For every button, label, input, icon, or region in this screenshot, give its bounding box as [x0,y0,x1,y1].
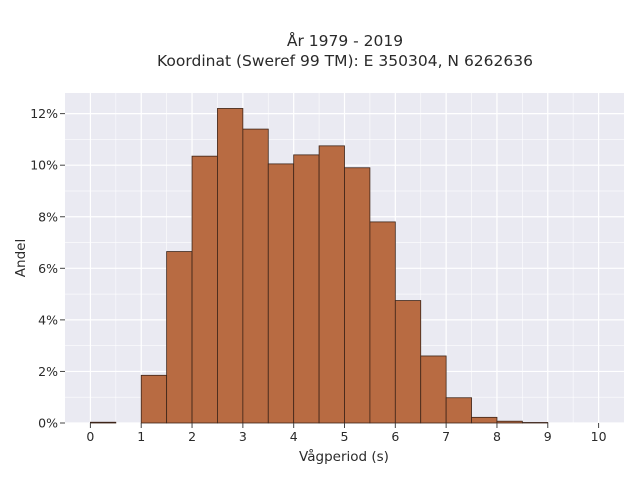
histogram-bar [242,128,269,424]
x-tick-label: 3 [239,429,247,444]
histogram-bar [166,251,193,424]
chart-title-line2: Koordinat (Sweref 99 TM): E 350304, N 62… [157,52,533,70]
histogram-bar [496,420,523,424]
y-tick-labels: 0% 2% 4% 6% 8% 10% 12% [30,106,65,431]
chart-title-line1: År 1979 - 2019 [287,31,403,50]
x-tick-label: 4 [290,429,298,444]
y-tick-label: 8% [38,209,58,224]
histogram-bar [90,421,117,424]
y-tick-label: 2% [38,364,58,379]
histogram-bar [471,416,498,424]
y-tick-label: 10% [30,158,58,173]
x-tick-label: 10 [591,429,607,444]
histogram-bar [521,422,549,424]
histogram-bars [90,108,549,424]
x-tick-label: 8 [493,429,501,444]
histogram-bar [344,167,371,424]
histogram-bar [445,397,472,424]
histogram-bar [217,108,244,424]
x-tick-label: 9 [544,429,552,444]
y-tick-label: 0% [38,416,58,431]
histogram-bar [140,374,168,424]
x-tick-label: 1 [137,429,145,444]
y-tick-label: 4% [38,312,58,327]
histogram-bar [267,163,295,424]
y-axis-label: Andel [13,239,29,277]
histogram-bar [394,300,422,424]
y-tick-label: 12% [30,106,58,121]
x-tick-label: 2 [188,429,196,444]
x-tick-labels: 0 1 2 3 4 5 6 7 8 9 10 [86,423,607,444]
x-tick-label: 5 [341,429,349,444]
x-axis-label: Vågperiod (s) [299,448,389,465]
histogram-bar [293,154,320,424]
x-tick-label: 7 [442,429,450,444]
x-tick-label: 0 [86,429,94,444]
y-tick-label: 6% [38,261,58,276]
x-tick-label: 6 [391,429,399,444]
histogram-bar [369,221,396,424]
histogram-bar [318,145,345,424]
histogram-bar [191,155,218,424]
histogram-bar [420,355,447,424]
